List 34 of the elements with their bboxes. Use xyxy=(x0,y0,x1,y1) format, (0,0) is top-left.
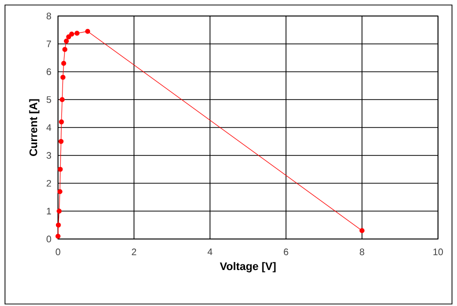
point xyxy=(62,46,68,52)
y-tick-label: 2 xyxy=(46,180,52,187)
point xyxy=(58,166,63,172)
y-tick-label: 7 xyxy=(46,40,52,48)
y-tick-label: 0 xyxy=(46,236,52,242)
point xyxy=(58,138,64,144)
point xyxy=(64,38,69,44)
x-tick-label: 4 xyxy=(208,248,212,256)
y-tick-label: 3 xyxy=(46,152,52,159)
point xyxy=(57,189,62,194)
x-tick-label: 6 xyxy=(284,248,288,256)
point xyxy=(56,208,62,214)
point xyxy=(74,30,80,36)
x-axis-title: Voltage [V] xyxy=(220,262,276,272)
y-tick-label: 8 xyxy=(46,12,52,20)
point xyxy=(61,60,66,66)
y-tick-label: 5 xyxy=(46,96,52,103)
point xyxy=(56,222,61,228)
point xyxy=(60,97,65,102)
y-axis-title: Current [A] xyxy=(29,99,40,156)
y-tick-label: 4 xyxy=(46,124,52,131)
point xyxy=(58,119,64,124)
point xyxy=(69,32,74,37)
x-tick-label: 8 xyxy=(360,248,364,256)
y-tick-label: 1 xyxy=(46,208,52,214)
y-tick-label: 6 xyxy=(46,68,52,76)
point xyxy=(85,28,90,34)
x-tick-label: 0 xyxy=(56,248,60,256)
point xyxy=(360,228,365,234)
x-tick-label: 2 xyxy=(132,248,136,256)
point xyxy=(56,234,60,239)
point xyxy=(60,74,66,80)
point xyxy=(66,34,72,40)
x-tick-label: 10 xyxy=(433,248,443,256)
